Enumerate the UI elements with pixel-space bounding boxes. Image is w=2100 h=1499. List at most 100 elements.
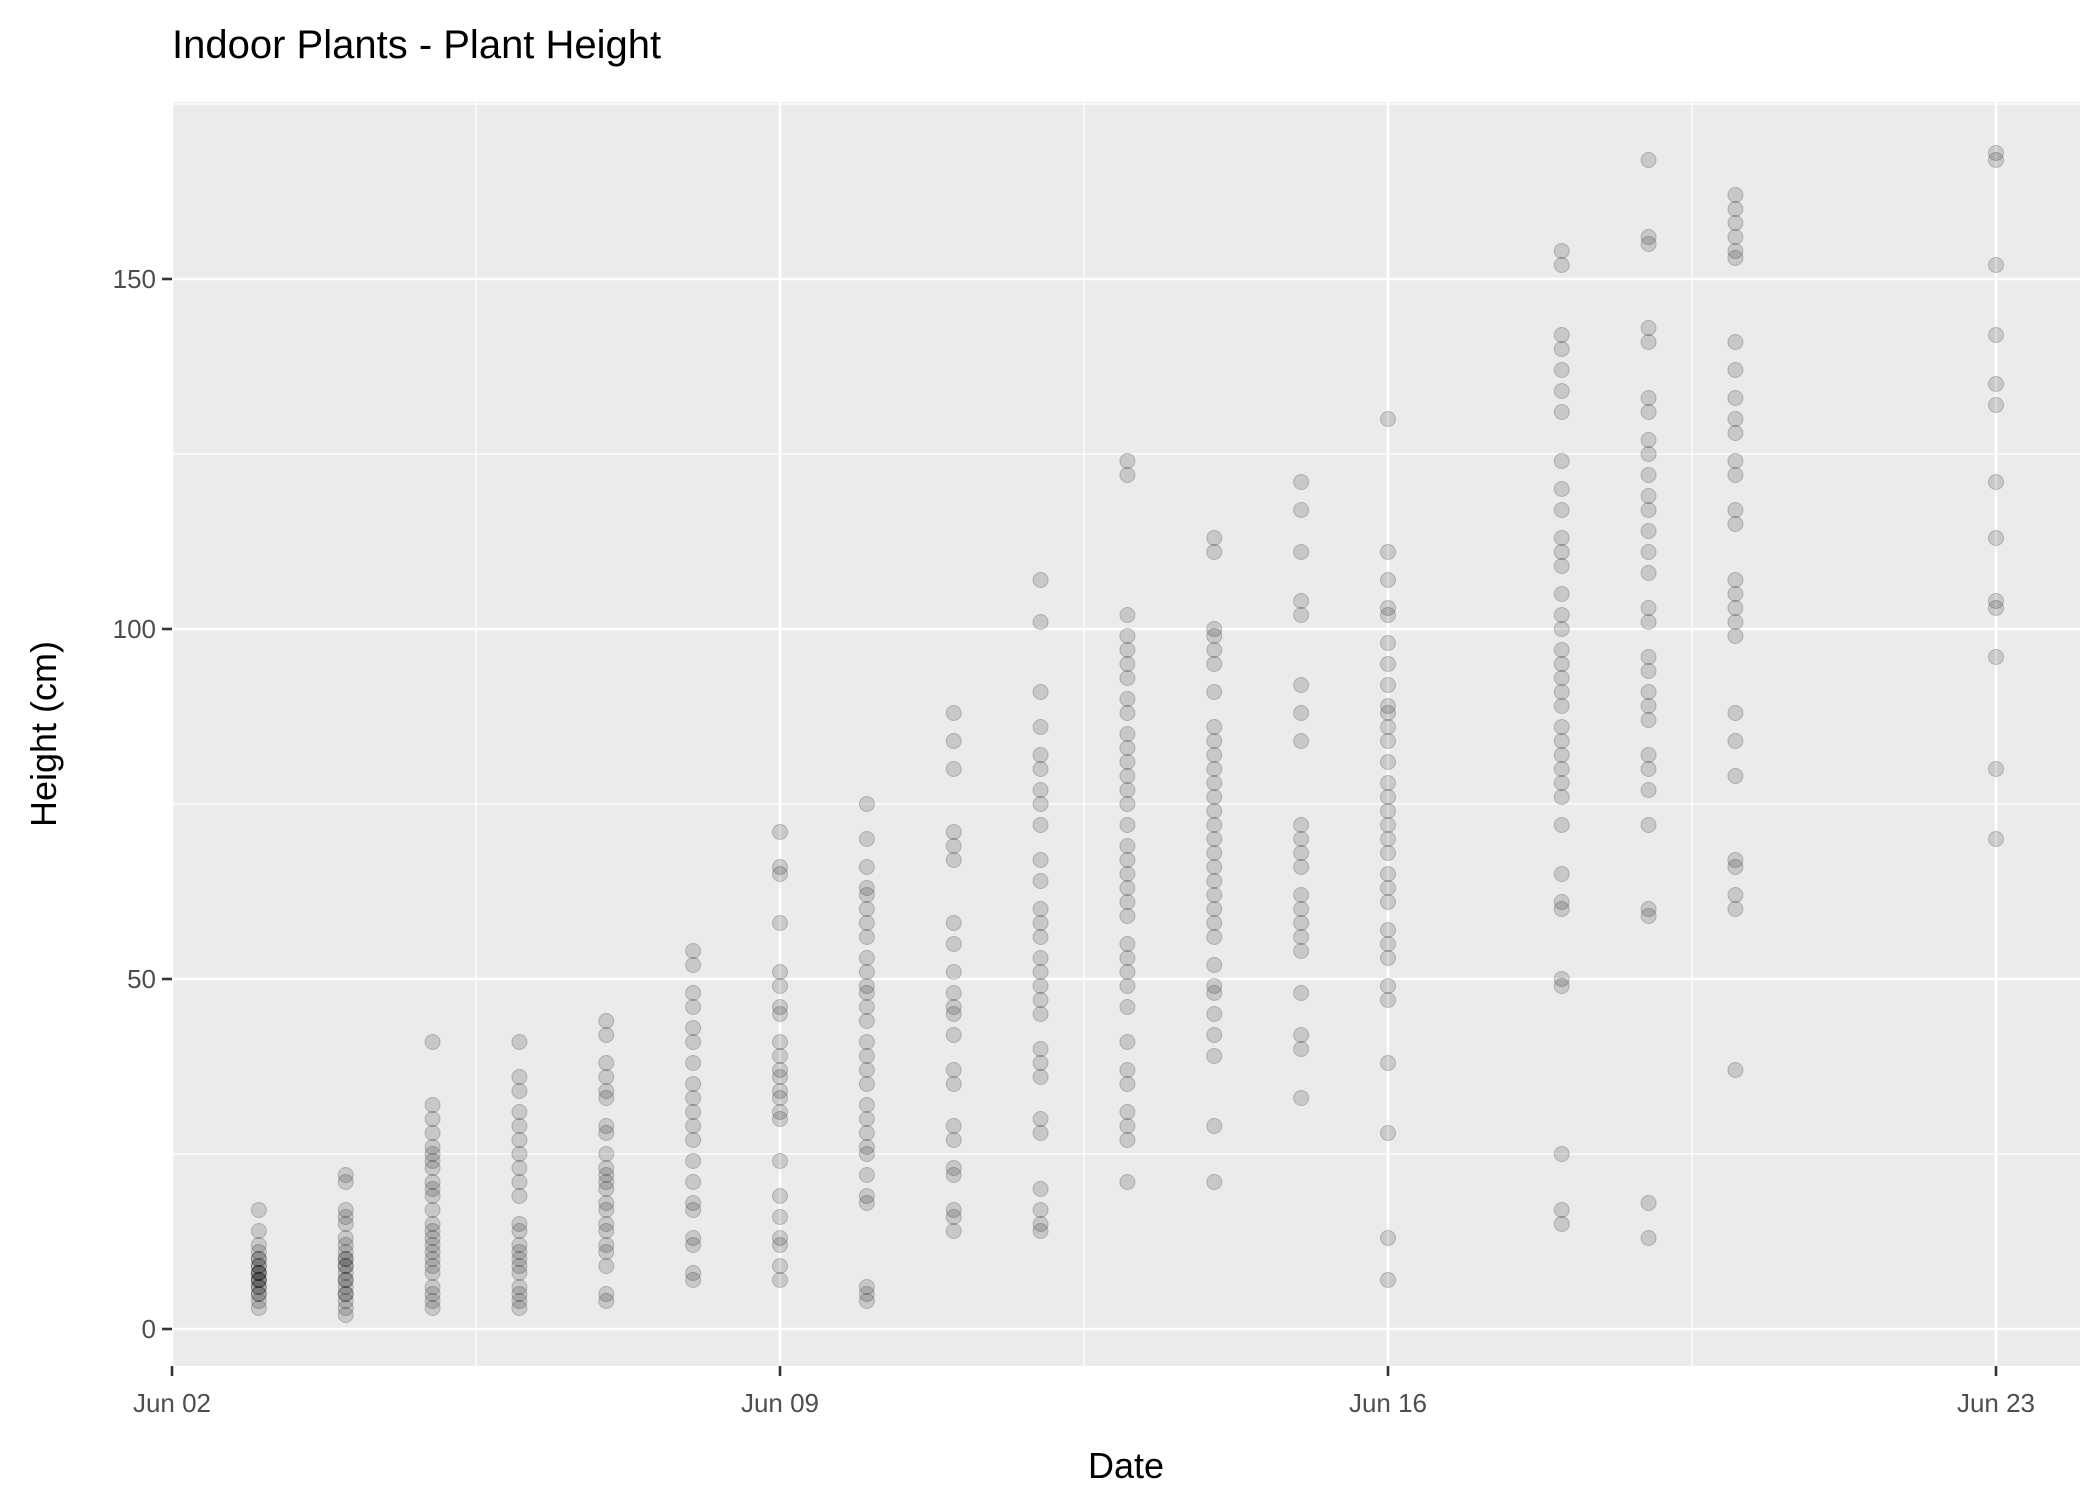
data-point — [1553, 761, 1570, 777]
data-point — [1032, 719, 1049, 735]
data-point — [424, 1153, 441, 1169]
data-point — [250, 1251, 267, 1267]
data-point — [250, 1223, 267, 1239]
data-point — [511, 1293, 528, 1309]
data-point — [511, 1104, 528, 1120]
data-point — [1553, 383, 1570, 399]
data-point — [1727, 614, 1744, 630]
data-point — [772, 1111, 788, 1127]
data-point — [1380, 677, 1396, 693]
data-point — [1640, 446, 1657, 462]
data-point — [1380, 544, 1396, 560]
data-point — [250, 1265, 267, 1281]
data-point — [1640, 523, 1657, 539]
x-tick-label: Jun 23 — [1957, 1388, 2035, 1418]
data-point — [1206, 929, 1223, 945]
data-point — [858, 1076, 875, 1092]
data-point — [1553, 901, 1570, 917]
data-point — [424, 1125, 441, 1141]
data-point — [685, 1237, 702, 1253]
data-point — [511, 1216, 528, 1232]
data-point — [1727, 250, 1744, 266]
data-point — [337, 1251, 354, 1267]
data-point — [598, 1160, 615, 1176]
data-point — [424, 1237, 441, 1253]
data-point — [945, 761, 962, 777]
data-point — [1293, 593, 1310, 609]
x-tick-labels: Jun 02 Jun 09 Jun 16 Jun 23 — [133, 1388, 2035, 1418]
data-point — [1206, 775, 1223, 791]
data-point — [1727, 600, 1744, 616]
data-point — [250, 1272, 267, 1288]
data-point — [685, 943, 702, 959]
data-point — [1988, 397, 2004, 413]
data-point — [337, 1174, 354, 1190]
data-point — [1640, 901, 1657, 917]
data-point — [1640, 782, 1657, 798]
data-point — [945, 852, 962, 868]
data-point — [1553, 243, 1570, 259]
data-point — [1293, 845, 1310, 861]
data-point — [858, 978, 875, 994]
data-point — [858, 1062, 875, 1078]
data-point — [1380, 992, 1396, 1008]
data-point — [424, 1097, 441, 1113]
data-point — [1293, 859, 1310, 875]
chart-title: Indoor Plants - Plant Height — [172, 23, 661, 67]
data-point — [1553, 621, 1570, 637]
data-point — [1988, 831, 2004, 847]
data-point — [511, 1286, 528, 1302]
data-point — [1206, 1048, 1223, 1064]
data-point — [598, 1146, 615, 1162]
plot-panel — [172, 102, 2080, 1366]
data-point — [1206, 719, 1223, 735]
data-point — [1032, 1069, 1049, 1085]
data-point — [1119, 1132, 1136, 1148]
data-point — [1119, 754, 1136, 770]
data-point — [1380, 950, 1396, 966]
data-point — [945, 964, 962, 980]
data-point — [1640, 236, 1657, 252]
data-point — [1727, 453, 1744, 469]
data-point — [1206, 985, 1223, 1001]
data-point — [1119, 880, 1136, 896]
data-point — [1727, 901, 1744, 917]
data-point — [1293, 929, 1310, 945]
data-point — [685, 1020, 702, 1036]
data-point — [1988, 257, 2004, 273]
data-point — [424, 1265, 441, 1281]
data-point — [858, 1195, 875, 1211]
data-point — [1119, 1062, 1136, 1078]
data-point — [1119, 642, 1136, 658]
data-point — [772, 915, 788, 931]
data-point — [424, 1258, 441, 1274]
data-point — [1206, 761, 1223, 777]
data-point — [685, 985, 702, 1001]
data-point — [1119, 691, 1136, 707]
data-point — [1727, 187, 1744, 203]
data-point — [685, 1174, 702, 1190]
data-point — [1206, 1118, 1223, 1134]
data-point — [337, 1230, 354, 1246]
data-point — [337, 1167, 354, 1183]
data-point — [511, 1279, 528, 1295]
data-point — [511, 1244, 528, 1260]
x-tick-label: Jun 09 — [741, 1388, 819, 1418]
data-point — [858, 859, 875, 875]
data-point — [1380, 845, 1396, 861]
data-point — [772, 1188, 788, 1204]
data-point — [250, 1258, 267, 1274]
data-point — [1119, 908, 1136, 924]
data-point — [685, 1132, 702, 1148]
data-point — [858, 1111, 875, 1127]
data-point — [1293, 705, 1310, 721]
data-point — [772, 1062, 788, 1078]
data-point — [424, 1251, 441, 1267]
grid-minor — [172, 102, 2080, 1366]
data-point — [1988, 376, 2004, 392]
data-point — [1293, 985, 1310, 1001]
data-point — [1553, 733, 1570, 749]
data-point — [337, 1286, 354, 1302]
data-point — [1640, 817, 1657, 833]
data-point — [1553, 502, 1570, 518]
